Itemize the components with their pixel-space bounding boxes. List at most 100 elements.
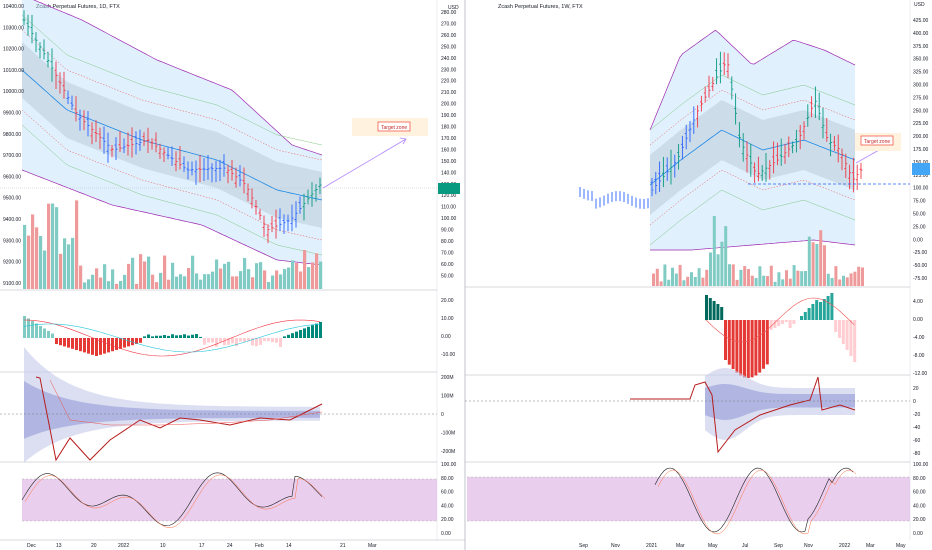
- macd-bar: [830, 293, 834, 320]
- volume-bar: [127, 263, 131, 289]
- macd-bar: [841, 320, 845, 344]
- volume-bar: [123, 274, 127, 289]
- left-target-zone[interactable]: Target zone: [352, 118, 428, 136]
- right-x-tick: Jul: [742, 543, 748, 549]
- macd-bar: [788, 320, 792, 328]
- volume-bar: [311, 262, 315, 289]
- left-y-tick-left: 9400.00: [3, 217, 21, 223]
- volume-bar: [842, 275, 845, 286]
- left-stoch-pane[interactable]: [21, 472, 437, 528]
- macd-bar: [739, 320, 743, 376]
- right-y-tick: 375.00: [913, 44, 929, 50]
- volume-bar: [143, 261, 147, 289]
- volume-bar: [63, 238, 67, 289]
- macd-bar: [211, 338, 214, 343]
- macd-bar: [175, 335, 178, 338]
- volume-bar: [135, 283, 139, 289]
- left-stoch-tick: 60.00: [441, 490, 454, 496]
- volume-bar: [788, 278, 792, 286]
- macd-bar: [167, 335, 170, 338]
- volume-bar: [111, 269, 115, 289]
- macd-bar: [219, 338, 222, 343]
- macd-bar: [853, 320, 857, 362]
- left-projection-arrow: [322, 138, 407, 189]
- right-price-pane[interactable]: [579, 29, 910, 286]
- right-target-zone[interactable]: Target zone: [855, 133, 901, 151]
- macd-bar: [231, 338, 234, 344]
- left-band-line: [21, 14, 323, 146]
- macd-bar: [720, 307, 724, 320]
- right-chart-panel[interactable]: Zcash Perpetual Futures, 1W, FTX USD 425…: [464, 0, 930, 550]
- left-chart-panel[interactable]: Zcash Perpetual Futures, 1D, FTX USD 104…: [0, 0, 465, 550]
- volume-bar: [139, 254, 143, 289]
- left-y-tick-left: 9800.00: [3, 132, 21, 138]
- left-y-tick-right: 110.00: [441, 205, 456, 211]
- left-y-tick-right: 140.00: [441, 170, 457, 176]
- volume-bar: [712, 216, 716, 286]
- volume-bar: [179, 274, 183, 289]
- left-price-pane[interactable]: [0, 0, 437, 289]
- right-stoch-pane[interactable]: [467, 467, 910, 535]
- right-stoch-tick: 40.00: [913, 503, 926, 509]
- left-y-tick-right: 280.00: [441, 10, 457, 16]
- volume-bar: [804, 271, 807, 286]
- left-macd-pane[interactable]: [23, 316, 322, 357]
- macd-bar: [819, 302, 822, 320]
- volume-bar: [834, 266, 838, 286]
- volume-bar: [830, 277, 834, 286]
- macd-line: [23, 319, 321, 357]
- volume-bar: [55, 207, 59, 289]
- right-flow-line: [630, 376, 856, 454]
- volume-bar: [251, 277, 255, 289]
- volume-bar: [731, 264, 735, 286]
- volume-bar: [766, 276, 769, 286]
- right-flow-pane[interactable]: [465, 368, 910, 454]
- volume-bar: [659, 281, 663, 286]
- macd-bar: [215, 338, 218, 347]
- macd-bar: [826, 296, 830, 320]
- volume-bar: [303, 250, 307, 289]
- macd-bar: [243, 338, 246, 342]
- volume-bar: [279, 274, 283, 289]
- volume-bar: [678, 264, 682, 286]
- right-macd-pane[interactable]: [705, 293, 857, 378]
- volume-bar: [807, 236, 811, 286]
- volume-bar: [315, 253, 319, 289]
- macd-bar: [716, 304, 720, 320]
- macd-bar: [724, 320, 727, 360]
- left-flow-pane[interactable]: [0, 347, 437, 463]
- right-stoch-d: [657, 469, 857, 535]
- volume-bar: [43, 250, 47, 289]
- volume-bar: [255, 263, 259, 289]
- macd-bar: [91, 338, 94, 355]
- left-x-tick: Dec: [27, 543, 36, 549]
- left-y-tick-right: 220.00: [441, 79, 457, 85]
- volume-bar: [155, 282, 159, 289]
- volume-bar: [275, 270, 279, 289]
- macd-bar: [750, 320, 754, 378]
- macd-bar: [67, 338, 70, 348]
- macd-bar: [746, 320, 750, 378]
- volume-bar: [663, 264, 667, 286]
- volume-bar: [762, 275, 766, 286]
- macd-bar: [43, 328, 46, 338]
- macd-bar: [838, 320, 841, 338]
- volume-bar: [769, 265, 773, 286]
- volume-bar: [739, 269, 743, 286]
- volume-bar: [754, 277, 758, 286]
- left-x-tick: 2022: [118, 543, 129, 549]
- left-stoch-tick: 80.00: [441, 476, 454, 482]
- volume-bar: [796, 270, 800, 286]
- volume-bar: [151, 274, 155, 289]
- macd-bar: [171, 334, 174, 338]
- right-x-tick: Nov: [804, 543, 813, 549]
- left-stoch-tick: 0.00: [441, 531, 451, 537]
- volume-bar: [686, 276, 690, 286]
- macd-bar: [111, 338, 114, 352]
- macd-bar: [822, 299, 826, 320]
- left-y-tick-right: 120.00: [441, 193, 457, 199]
- left-flow-line: [35, 376, 323, 462]
- left-y-tick-left: 9600.00: [3, 174, 21, 180]
- volume-bar: [67, 244, 71, 289]
